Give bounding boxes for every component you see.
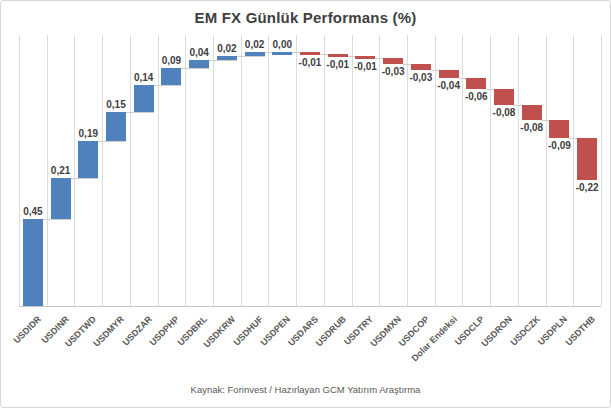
waterfall-connector: [181, 68, 209, 69]
gridline: [19, 35, 20, 306]
gridline: [324, 35, 325, 306]
waterfall-connector: [43, 219, 71, 220]
bar-USDMYR: [106, 112, 126, 141]
chart-frame: EM FX Günlük Performans (%) 0,45 0,21 0,19…: [0, 0, 611, 408]
bar-value-label: -0,08: [510, 122, 554, 133]
gridline: [518, 35, 519, 306]
source-note: Kaynak: Forinvest / Hazırlayan GCM Yatır…: [1, 384, 610, 395]
bar-USDRON: [494, 89, 514, 104]
waterfall-connector: [154, 85, 182, 86]
bar-USDBRL: [189, 60, 209, 68]
gridline: [490, 35, 491, 306]
waterfall-connector: [209, 60, 237, 61]
bar-value-label: 0,19: [66, 128, 110, 139]
gridline: [573, 35, 574, 306]
chart-title: EM FX Günlük Performans (%): [1, 9, 610, 26]
waterfall-connector: [71, 178, 99, 179]
gridline: [546, 35, 547, 306]
bar-value-label: -0,09: [537, 140, 581, 151]
waterfall-connector: [98, 141, 126, 142]
bar-value-label: 0,14: [122, 72, 166, 83]
bar-USDTHB: [577, 138, 597, 181]
bar-USDHUF: [245, 52, 265, 56]
bar-value-label: -0,22: [565, 182, 609, 193]
waterfall-connector: [237, 56, 265, 57]
bar-USDZAR: [134, 85, 154, 112]
bar-USDARS: [300, 52, 320, 55]
bar-value-label: 0,00: [260, 39, 304, 50]
plot-area: 0,450,210,190,150,140,090,040,020,020,00…: [19, 35, 601, 306]
gridline: [462, 35, 463, 306]
bar-Dolar-Endeksi: [439, 70, 459, 78]
bar-USDTWD: [78, 141, 98, 178]
bar-USDPEN: [272, 52, 292, 55]
gridline: [102, 35, 103, 306]
bar-USDIDR: [23, 219, 43, 306]
bar-value-label: -0,04: [427, 80, 471, 91]
bar-USDRUB: [328, 54, 348, 57]
gridline: [241, 35, 242, 306]
bar-value-label: -0,08: [482, 107, 526, 118]
bar-USDCOP: [411, 64, 431, 70]
bar-USDCLP: [466, 78, 486, 90]
bar-USDPLN: [549, 120, 569, 137]
bar-USDPHP: [161, 68, 181, 85]
gridline: [601, 35, 602, 306]
bar-value-label: 0,45: [11, 206, 55, 217]
bar-USDINR: [51, 178, 71, 219]
bar-USDCZK: [522, 105, 542, 120]
bar-value-label: 0,15: [94, 99, 138, 110]
gridline: [268, 35, 269, 306]
bar-value-label: 0,21: [39, 165, 83, 176]
gridline: [185, 35, 186, 306]
gridline: [213, 35, 214, 306]
bar-value-label: -0,06: [454, 91, 498, 102]
bar-USDMXN: [383, 58, 403, 64]
x-axis-line: [19, 306, 601, 307]
gridline: [352, 35, 353, 306]
waterfall-connector: [126, 112, 154, 113]
gridline: [296, 35, 297, 306]
bar-USDKRW: [217, 56, 237, 60]
bar-USDTRY: [355, 56, 375, 59]
